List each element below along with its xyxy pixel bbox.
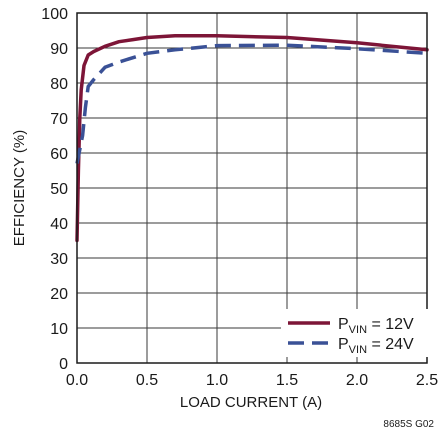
y-tick-label: 100 bbox=[41, 6, 68, 23]
series-line-12v bbox=[75, 34, 429, 243]
y-tick-label: 0 bbox=[59, 356, 68, 373]
legend-label-24v: PVIN = 24V bbox=[338, 336, 414, 356]
y-axis-label: EFFICIENCY (%) bbox=[11, 130, 28, 246]
data-series bbox=[75, 34, 429, 243]
legend-background bbox=[281, 309, 429, 357]
y-tick-label: 40 bbox=[50, 216, 68, 233]
y-tick-label: 90 bbox=[50, 41, 68, 58]
x-tick-label: 0.0 bbox=[66, 372, 88, 389]
y-tick-label: 70 bbox=[50, 111, 68, 128]
y-tick-label: 80 bbox=[50, 76, 68, 93]
series-line-24v bbox=[75, 43, 428, 164]
x-tick-label: 1.5 bbox=[276, 372, 298, 389]
y-tick-label: 10 bbox=[50, 321, 68, 338]
y-tick-label: 50 bbox=[50, 181, 68, 198]
x-tick-label: 2.0 bbox=[346, 372, 368, 389]
figure-code: 8685S G02 bbox=[383, 419, 434, 430]
y-tick-label: 30 bbox=[50, 251, 68, 268]
y-axis-ticks: 0 10 20 30 40 50 60 70 80 90 100 bbox=[41, 6, 68, 373]
x-tick-label: 1.0 bbox=[206, 372, 228, 389]
x-axis-label: LOAD CURRENT (A) bbox=[180, 394, 322, 411]
y-tick-label: 20 bbox=[50, 286, 68, 303]
legend: PVIN = 12V PVIN = 24V bbox=[288, 316, 414, 356]
legend-label-12v: PVIN = 12V bbox=[338, 316, 414, 336]
x-axis-ticks: 0.0 0.5 1.0 1.5 2.0 2.5 bbox=[66, 372, 438, 389]
x-tick-label: 2.5 bbox=[416, 372, 438, 389]
x-tick-label: 0.5 bbox=[136, 372, 158, 389]
plot-frame bbox=[76, 12, 428, 364]
y-tick-label: 60 bbox=[50, 146, 68, 163]
